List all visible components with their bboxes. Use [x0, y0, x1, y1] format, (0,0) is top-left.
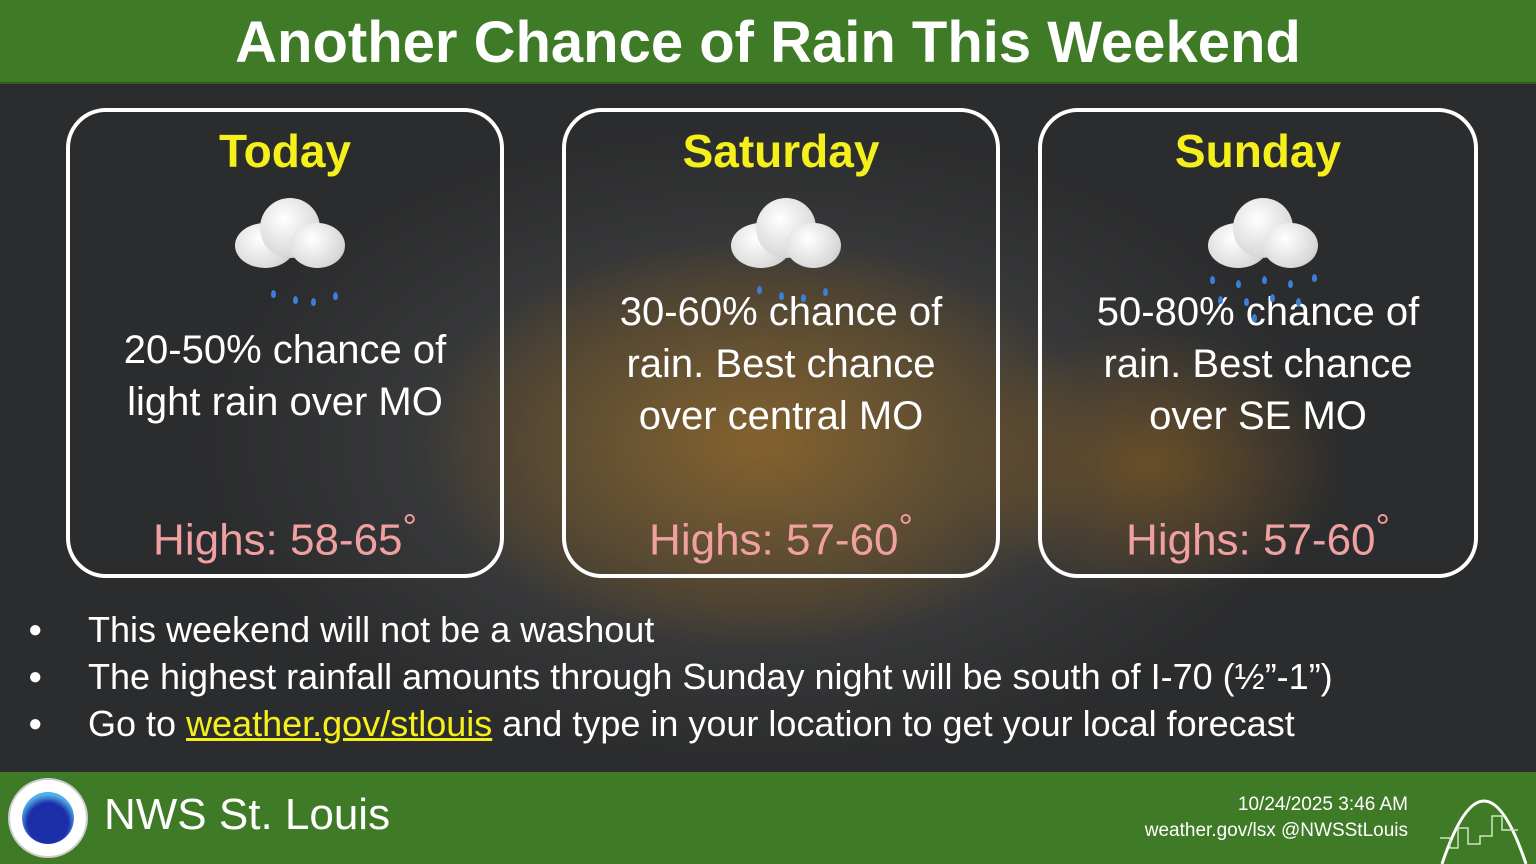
- light-rain-cloud-icon: [701, 180, 861, 320]
- gateway-arch-icon: [1440, 799, 1528, 864]
- footer-links: weather.gov/lsx @NWSStLouis: [1144, 820, 1408, 841]
- card-saturday: Saturday 30-60% chance of rain. Best chan…: [562, 108, 1000, 578]
- header: Another Chance of Rain This Weekend: [0, 0, 1536, 84]
- bullet-item: This weekend will not be a washout: [28, 606, 1333, 653]
- day-label: Saturday: [682, 125, 880, 177]
- nws-logo-icon: [8, 778, 88, 858]
- forecast-text: 20-50% chance of light rain over MO: [123, 328, 447, 424]
- page-title: Another Chance of Rain This Weekend: [235, 10, 1301, 75]
- timestamp: 10/24/2025 3:46 AM: [1237, 794, 1408, 815]
- day-label: Sunday: [1174, 125, 1342, 177]
- footer-meta: 10/24/2025 3:46 AM weather.gov/lsx @NWSSt…: [1145, 792, 1408, 844]
- bullet-item: Go to weather.gov/stlouis and type in yo…: [28, 700, 1333, 747]
- forecast-text: 50-80% chance of rain. Best chance over SE…: [1096, 290, 1420, 438]
- forecast-link[interactable]: weather.gov/stlouis: [186, 703, 493, 744]
- highs: Highs: 58-65°: [153, 506, 417, 565]
- highs: Highs: 57-60°: [649, 506, 913, 565]
- highs: Highs: 57-60°: [1126, 506, 1390, 565]
- bullet-item: The highest rainfall amounts through Sun…: [28, 653, 1333, 700]
- light-rain-cloud-icon: [205, 180, 365, 320]
- bullet-list: This weekend will not be a washout The h…: [28, 606, 1333, 747]
- forecast-text: 30-60% chance of rain. Best chance over ce…: [619, 290, 943, 438]
- card-sunday: Sunday 50-80% chance of rain. Best chance…: [1038, 108, 1478, 578]
- office-name: NWS St. Louis: [104, 790, 391, 839]
- card-today: Today 20-50% chance of light rain over MO…: [66, 108, 504, 578]
- footer: NWS St. Louis 10/24/2025 3:46 AM weather.…: [0, 772, 1536, 864]
- rain-cloud-icon: [1178, 180, 1338, 322]
- day-label: Today: [218, 125, 352, 177]
